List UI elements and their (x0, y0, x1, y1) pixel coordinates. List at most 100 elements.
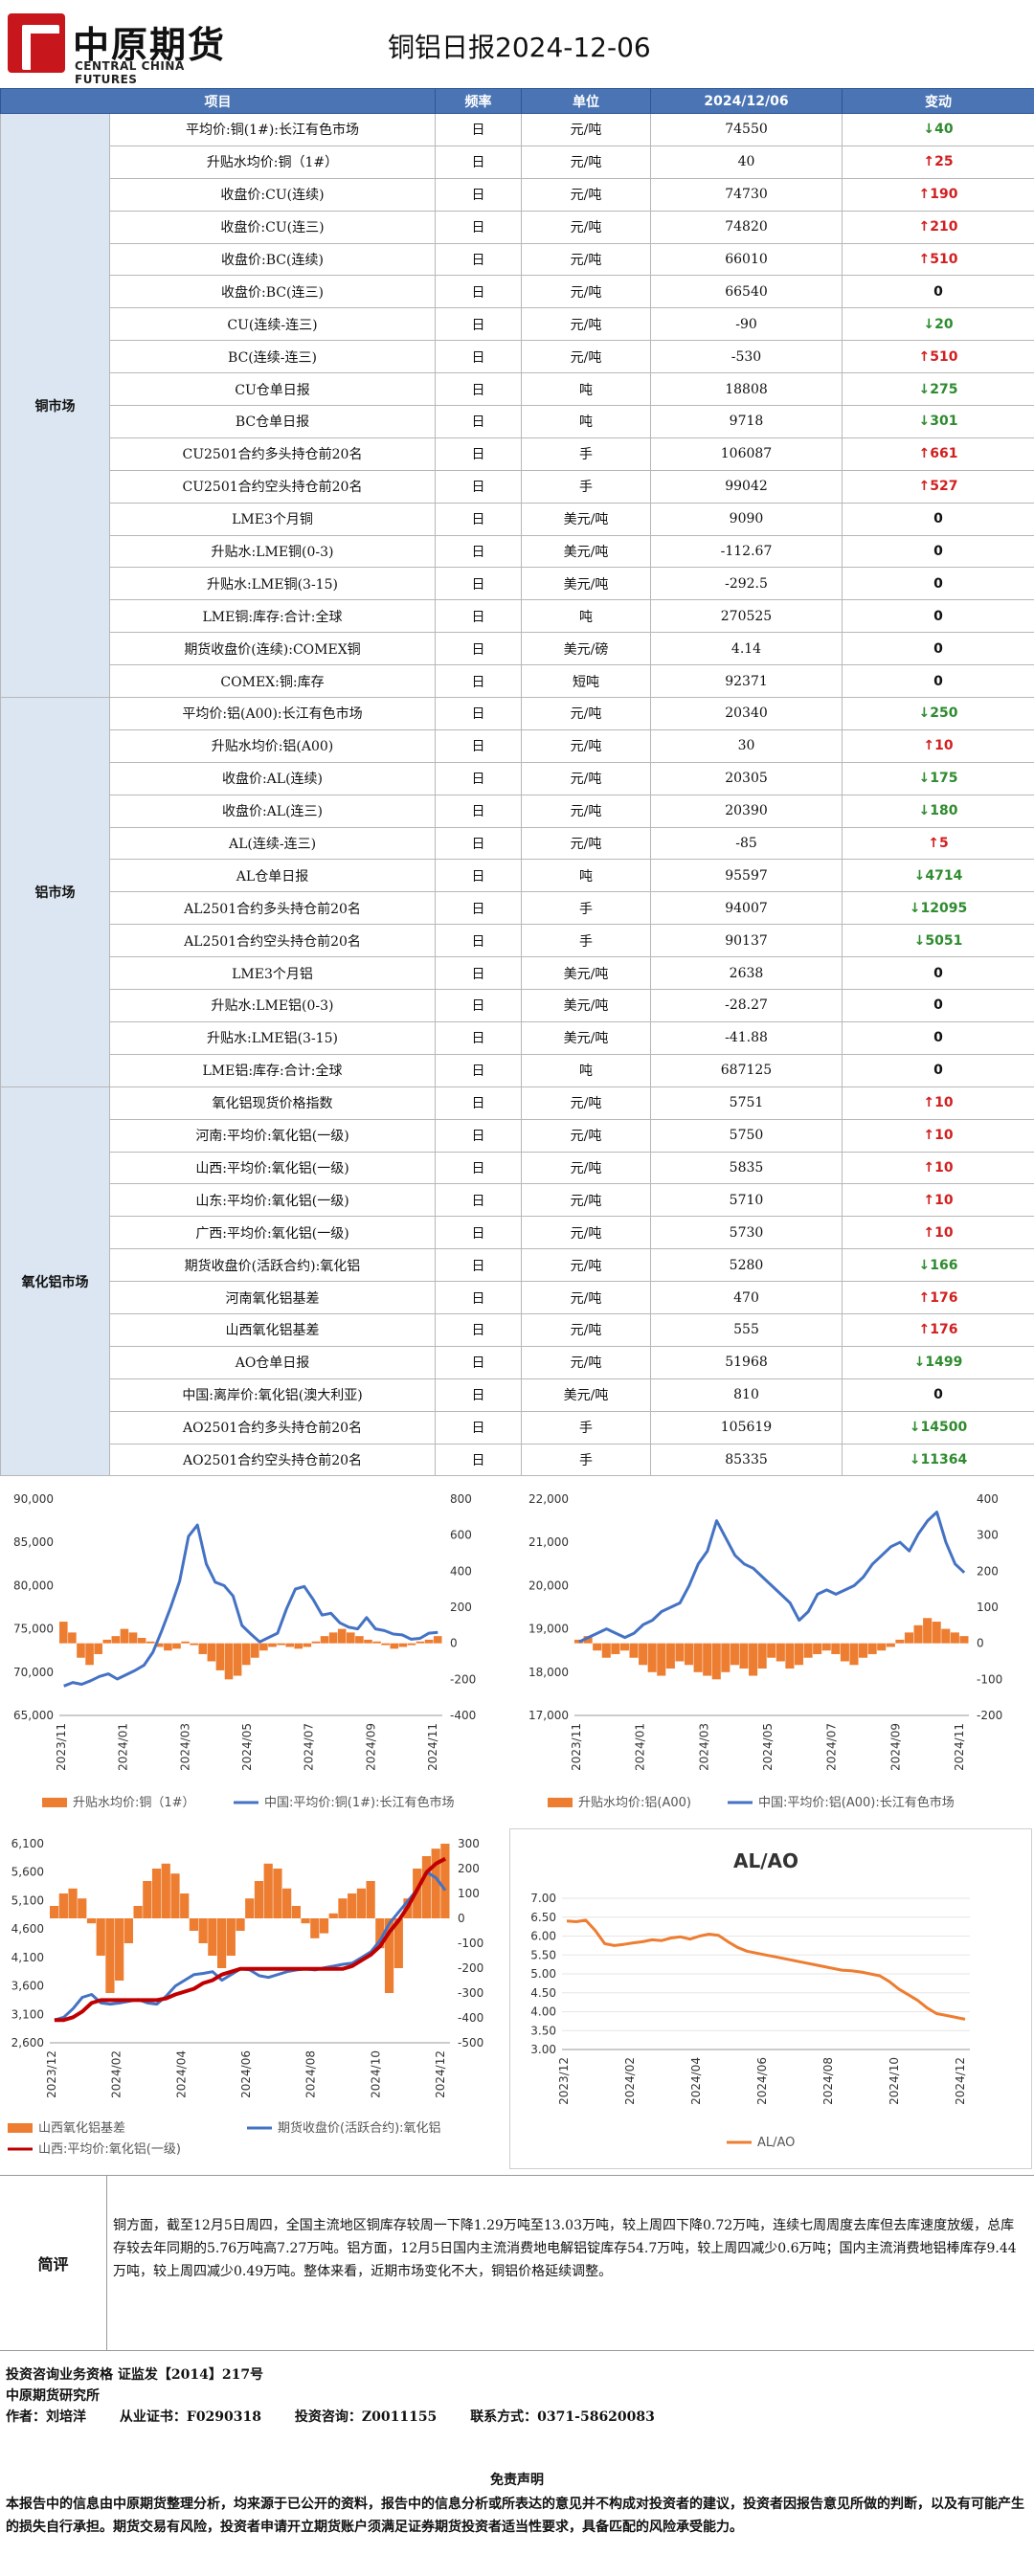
bar-mark (647, 1643, 657, 1672)
bar-mark (583, 1636, 593, 1644)
row-unit: 美元/吨 (521, 1378, 651, 1412)
market-data-table: 项目 频率 单位 2024/12/06 变动 铜市场 平均价:铜(1#):长江有色… (0, 88, 1034, 1477)
row-unit: 美元/吨 (521, 1020, 651, 1055)
bar-mark (384, 1918, 394, 1993)
bar-mark (355, 1636, 364, 1644)
bar-mark (665, 1643, 675, 1669)
row-change-value: 176 (930, 1289, 958, 1306)
arrow-up-icon: ↑ (918, 1289, 931, 1306)
table-row: 山西氧化铝基差日元/吨 555 ↑176 (1, 1312, 1034, 1347)
row-item-name: LME3个月铜 (109, 502, 436, 536)
bar-mark (877, 1643, 887, 1651)
bar-mark (393, 1918, 403, 1968)
table-row: CU(连续-连三) 日元/吨 -90 ↓20 (1, 307, 1034, 342)
arrow-down-icon: ↓ (923, 316, 935, 332)
x-tick-label: 2024/09 (364, 1723, 377, 1771)
bar-mark (151, 1869, 162, 1918)
bar-mark (310, 1918, 320, 1938)
row-item-name: LME铜:库存:合计:全球 (109, 599, 436, 634)
table-row: 中国:离岸价:氧化铝(澳大利亚) 日美元/吨 810 0 (1, 1378, 1034, 1412)
bar-mark (291, 1906, 301, 1918)
row-unit: 元/吨 (521, 307, 651, 342)
bar-mark (711, 1643, 721, 1680)
row-item-name: CU2501合约空头持仓前20名 (109, 469, 436, 504)
bar-mark (251, 1643, 259, 1658)
row-change: ↓250 (842, 697, 1034, 730)
bar-mark (813, 1643, 822, 1654)
row-frequency: 日 (435, 956, 522, 991)
alumina-price-chart: 6,100 5,600 5,100 4,600 4,100 3,600 3,100 2,600… (0, 1826, 507, 2171)
row-value: -292.5 (650, 567, 843, 601)
bar-mark (86, 1918, 97, 1924)
row-change: ↑10 (842, 1216, 1034, 1250)
bar-mark (58, 1893, 68, 1918)
col-header-date: 2024/12/06 (650, 88, 843, 114)
row-item-name: 山东:平均价:氧化铝(一级) (109, 1183, 436, 1218)
arrow-down-icon: ↓ (913, 867, 926, 884)
row-change: 0 (842, 989, 1034, 1022)
table-row: 铝市场 平均价:铝(A00):长江有色市场日元/吨 20340 ↓250 (0, 697, 1034, 1087)
bar-mark (277, 1643, 285, 1646)
arrow-up-icon: ↑ (923, 738, 935, 754)
row-value: 105619 (650, 1410, 843, 1445)
report-credits: 投资咨询业务资格 证监发【2014】217号 中原期货研究所 作者：刘培洋 从业… (6, 2364, 655, 2428)
row-change: ↓301 (842, 405, 1034, 438)
row-frequency: 日 (435, 1410, 522, 1445)
bar-mark (133, 1906, 143, 1918)
row-unit: 手 (521, 469, 651, 504)
row-item-name: AL仓单日报 (109, 859, 436, 893)
row-value: 20305 (650, 761, 843, 795)
y-right-tick-label: -100 (458, 1937, 483, 1950)
row-item-name: 氧化铝现货价格指数 (109, 1086, 436, 1120)
row-item-name: COMEX:铜:库存 (109, 664, 436, 699)
y-right-tick-label: 800 (450, 1492, 472, 1506)
row-item-name: AL(连续-连三) (109, 826, 436, 861)
y-right-tick-label: -400 (450, 1709, 476, 1722)
x-tick-label: 2024/09 (888, 1723, 902, 1771)
row-change: 0 (842, 632, 1034, 666)
bar-mark (366, 1881, 375, 1918)
row-change: ↑661 (842, 437, 1034, 471)
y-right-tick-label: 200 (450, 1601, 472, 1614)
y-left-tick-label: 6.00 (530, 1930, 556, 1943)
row-frequency: 日 (435, 307, 522, 342)
row-unit: 元/吨 (521, 1151, 651, 1185)
commentary-text: 铜方面，截至12月5日周四，全国主流地区铜库存较周一下降1.29万吨至13.03… (113, 2218, 1017, 2279)
row-change-value: 10 (934, 1095, 954, 1111)
row-change-value: 190 (930, 187, 958, 203)
x-tick-label: 2024/06 (239, 2050, 253, 2098)
row-item-name: 平均价:铜(1#):长江有色市场 (109, 113, 436, 146)
y-left-tick-label: 5.00 (530, 1967, 556, 1981)
table-row: LME铝:库存:合计:全球日吨 687125 0 (1, 1053, 1034, 1087)
bar-mark (319, 1918, 329, 1934)
arrow-down-icon: ↓ (918, 771, 931, 787)
row-change-value: 0 (933, 673, 943, 689)
table-row: 升贴水:LME铜(0-3) 日美元/吨 -112.67 0 (1, 534, 1034, 569)
row-change-value: 0 (933, 283, 943, 300)
y-right-tick-label: -100 (977, 1672, 1002, 1686)
table-header-row: 项目 频率 单位 2024/12/06 变动 (0, 88, 1034, 114)
row-unit: 吨 (521, 599, 651, 634)
row-frequency: 日 (435, 340, 522, 374)
row-value: 5710 (650, 1183, 843, 1218)
row-item-name: 收盘价:AL(连续) (109, 761, 436, 795)
row-frequency: 日 (435, 859, 522, 893)
table-row: CU2501合约空头持仓前20名日手 99042 ↑527 (1, 469, 1034, 504)
y-left-tick-label: 6,100 (11, 1837, 44, 1850)
x-tick-label: 2024/02 (623, 2057, 637, 2105)
row-change-value: 275 (930, 381, 958, 397)
row-frequency: 日 (435, 242, 522, 277)
row-value: 20390 (650, 794, 843, 828)
row-change: ↓4714 (842, 859, 1034, 893)
bar-mark (794, 1643, 804, 1666)
row-value: -90 (650, 307, 843, 342)
row-change-value: 1499 (925, 1355, 963, 1371)
row-value: 2638 (650, 956, 843, 991)
bar-mark (433, 1636, 442, 1644)
row-change: ↑5 (842, 826, 1034, 861)
bar-mark (215, 1643, 225, 1670)
row-change: ↓14500 (842, 1410, 1034, 1445)
row-frequency: 日 (435, 210, 522, 244)
row-unit: 元/吨 (521, 275, 651, 309)
row-frequency: 日 (435, 372, 522, 407)
